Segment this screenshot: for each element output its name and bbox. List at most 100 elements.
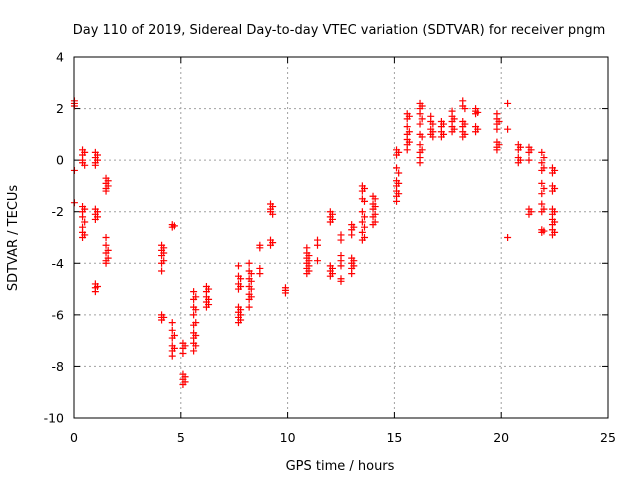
data-point bbox=[168, 319, 176, 327]
data-point bbox=[256, 244, 264, 252]
data-point bbox=[247, 277, 255, 285]
data-point bbox=[416, 159, 424, 167]
plot-frame bbox=[73, 56, 609, 419]
data-point bbox=[395, 148, 403, 156]
y-tick-label: 0 bbox=[56, 153, 64, 168]
data-point bbox=[281, 289, 289, 297]
data-point bbox=[461, 105, 469, 113]
data-point bbox=[551, 228, 559, 236]
x-tick-label: 15 bbox=[386, 430, 402, 445]
data-point bbox=[450, 115, 458, 123]
data-point bbox=[360, 185, 368, 193]
data-point bbox=[416, 120, 424, 128]
y-tick-label: 2 bbox=[56, 101, 64, 116]
data-point bbox=[181, 378, 189, 386]
data-point bbox=[81, 231, 89, 239]
data-point bbox=[540, 154, 548, 162]
data-point bbox=[371, 218, 379, 226]
y-tick-label: -8 bbox=[52, 359, 65, 374]
data-point bbox=[540, 205, 548, 213]
chart-title: Day 110 of 2019, Sidereal Day-to-day VTE… bbox=[73, 23, 606, 38]
data-point bbox=[474, 108, 482, 116]
data-point bbox=[538, 190, 546, 198]
data-point bbox=[461, 130, 469, 138]
data-point bbox=[170, 344, 178, 352]
data-point bbox=[91, 288, 99, 296]
data-point bbox=[102, 259, 110, 267]
x-tick-label: 0 bbox=[70, 430, 78, 445]
data-point bbox=[360, 197, 368, 205]
data-point bbox=[102, 187, 110, 195]
data-point bbox=[79, 213, 87, 221]
data-point bbox=[495, 141, 503, 149]
data-point bbox=[360, 223, 368, 231]
data-point bbox=[358, 208, 366, 216]
data-point bbox=[516, 156, 524, 164]
data-point bbox=[160, 249, 168, 257]
data-point bbox=[269, 210, 277, 218]
data-point bbox=[237, 275, 245, 283]
data-point bbox=[237, 282, 245, 290]
data-point bbox=[371, 195, 379, 203]
data-point bbox=[371, 210, 379, 218]
data-point bbox=[540, 227, 548, 235]
y-tick-label: 4 bbox=[56, 50, 64, 65]
data-point bbox=[405, 138, 413, 146]
data-point bbox=[91, 161, 99, 169]
x-tick-label: 20 bbox=[493, 430, 509, 445]
data-point bbox=[192, 331, 200, 339]
data-point bbox=[538, 200, 546, 208]
data-point bbox=[102, 241, 110, 249]
data-point bbox=[247, 270, 255, 278]
data-point bbox=[358, 218, 366, 226]
data-point bbox=[450, 125, 458, 133]
data-point bbox=[551, 166, 559, 174]
x-tick-label: 5 bbox=[177, 430, 185, 445]
data-point bbox=[269, 239, 277, 247]
data-point bbox=[538, 179, 546, 187]
data-point bbox=[104, 182, 112, 190]
data-point bbox=[179, 350, 187, 358]
x-tick-label: 25 bbox=[600, 430, 616, 445]
data-point bbox=[192, 319, 200, 327]
data-point bbox=[81, 148, 89, 156]
data-point bbox=[440, 130, 448, 138]
data-point bbox=[314, 257, 322, 265]
data-point bbox=[527, 208, 535, 216]
data-point bbox=[170, 331, 178, 339]
data-point bbox=[192, 293, 200, 301]
data-point bbox=[168, 352, 176, 360]
data-point bbox=[393, 197, 401, 205]
data-point bbox=[205, 285, 213, 293]
data-point bbox=[328, 270, 336, 278]
data-point bbox=[418, 146, 426, 154]
data-point bbox=[245, 259, 253, 267]
y-tick-label: -6 bbox=[52, 307, 65, 322]
data-point bbox=[81, 205, 89, 213]
data-point bbox=[358, 228, 366, 236]
data-point bbox=[416, 141, 424, 149]
x-axis-label: GPS time / hours bbox=[286, 459, 395, 474]
data-point bbox=[493, 146, 501, 154]
data-point bbox=[337, 262, 345, 270]
y-tick-label: -4 bbox=[52, 256, 65, 271]
x-tick-label: 10 bbox=[280, 430, 296, 445]
data-point bbox=[395, 169, 403, 177]
data-point bbox=[305, 267, 313, 275]
data-point bbox=[551, 218, 559, 226]
data-point bbox=[350, 223, 358, 231]
data-point bbox=[551, 185, 559, 193]
data-point bbox=[256, 270, 264, 278]
data-point bbox=[403, 146, 411, 154]
data-point bbox=[527, 146, 535, 154]
data-point bbox=[393, 164, 401, 172]
data-point bbox=[160, 257, 168, 265]
data-point bbox=[93, 156, 101, 164]
data-point bbox=[538, 148, 546, 156]
data-point bbox=[504, 234, 512, 241]
data-point bbox=[234, 262, 242, 270]
data-point bbox=[405, 112, 413, 120]
data-point bbox=[205, 301, 213, 309]
data-point bbox=[504, 125, 512, 133]
data-point bbox=[245, 303, 253, 311]
